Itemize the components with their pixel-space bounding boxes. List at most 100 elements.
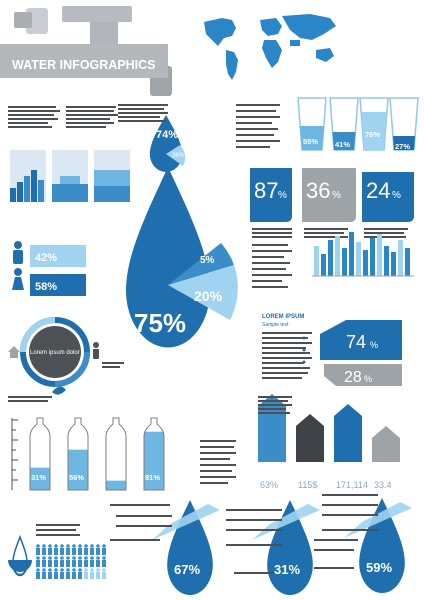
bar: [342, 248, 347, 276]
female-icon: [12, 268, 24, 290]
hex-stat-bottom: [324, 364, 402, 386]
female-stat-value: 58%: [35, 281, 57, 293]
square-grid-2: [52, 150, 88, 202]
cycle-text-lines: [8, 362, 124, 402]
bottle-4: 81%: [143, 417, 165, 491]
bottom-drop-3-value: 59%: [366, 560, 392, 575]
stat-box-3: [362, 172, 414, 222]
arrow-4: 33.4: [372, 426, 400, 490]
bottle-4-value: 81%: [145, 473, 160, 482]
stat-box-1-value: 87: [254, 178, 278, 203]
glass-2-value: 41%: [335, 140, 350, 149]
bar: [314, 246, 319, 276]
big-drop-main-value: 75%: [134, 308, 186, 338]
arrow-3-value: 171,114: [336, 480, 368, 490]
bar: [405, 248, 410, 276]
bar: [391, 252, 396, 276]
glass-3: [359, 97, 389, 151]
bar: [384, 246, 389, 276]
bottom-drop-2: 31%: [252, 500, 320, 595]
cycle-center-text: Lorem ipsum dolor: [30, 350, 80, 356]
text-block-bullets: [302, 336, 306, 364]
stat-box-1: [250, 168, 292, 222]
house-icon: [8, 346, 20, 358]
bar: [356, 242, 361, 276]
world-map-icon: [204, 14, 336, 80]
bottom-small-drop: [8, 537, 32, 575]
bottom-drop-text-lines: [110, 494, 378, 574]
text-block-heading: LOREM IPSUM: [262, 314, 304, 320]
bottle-1-value: 31%: [31, 473, 46, 482]
hex-stat-bottom-unit: %: [364, 374, 372, 384]
bottle-3: 13%: [105, 417, 127, 491]
stat-box-2: [302, 168, 356, 222]
drop-text-lines: [118, 104, 168, 122]
text-block-lines: [262, 332, 312, 379]
intro-text-lines: [8, 106, 118, 128]
bottle-2-value: 56%: [69, 473, 84, 482]
stat-box-2-unit: %: [332, 190, 341, 201]
arrow-2-value: 115$: [298, 480, 317, 490]
blue-bar-chart: [312, 232, 414, 277]
person-icon: [93, 342, 99, 359]
glass-4: [389, 97, 419, 151]
page-title: WATER INFOGRAPHICS: [12, 58, 156, 72]
arrow-4-value: 33.4: [374, 480, 392, 490]
square-grid-1: [10, 150, 46, 202]
bottom-text-lines: [36, 524, 80, 536]
bottle-ruler: [11, 418, 18, 490]
small-drop-main-value: 74%: [156, 129, 178, 141]
arrow-1: 63%: [258, 394, 286, 490]
bottle-2: 56%: [67, 417, 89, 491]
leaf-icon: [52, 386, 66, 395]
bottle-1: 31%: [29, 417, 51, 491]
people-grid: [36, 544, 106, 579]
male-icon: [13, 241, 23, 264]
hex-stat-bottom-value: 28: [344, 369, 362, 386]
bar: [335, 236, 340, 276]
text-block-subheading: Sample text: [262, 322, 289, 328]
stat-box-3-value: 24: [366, 178, 390, 203]
stat-box-2-value: 36: [306, 178, 330, 203]
bottom-drop-3: 59%: [344, 498, 412, 593]
bar-chart-text-lines: [252, 232, 292, 288]
bottom-drop-1: 67%: [152, 500, 220, 595]
bar: [398, 240, 403, 276]
hex-stat-top: [320, 320, 402, 360]
glass-2: [329, 97, 359, 151]
faucet-icon: [14, 6, 172, 96]
map-text-lines: [236, 104, 280, 148]
big-drop-slice-2: 20%: [194, 288, 223, 304]
bottom-drop-2-value: 31%: [274, 562, 300, 577]
glass-3-value: 76%: [365, 130, 380, 139]
small-drop-chart: [149, 115, 186, 172]
square-grid-3: [94, 150, 130, 202]
bottom-drop-1-value: 67%: [174, 562, 200, 577]
small-drop-sub-value: 26%: [172, 153, 185, 159]
stat-box-3-unit: %: [392, 190, 401, 201]
bar: [321, 254, 326, 276]
bar: [370, 238, 375, 276]
glass-1: [297, 97, 327, 151]
big-drop-chart: [126, 167, 238, 348]
arrow-1-value: 63%: [260, 480, 278, 490]
big-drop-slice-1: 5%: [200, 255, 215, 266]
bar: [349, 232, 354, 276]
male-stat-value: 42%: [35, 252, 57, 264]
middle-text-lines: [200, 440, 236, 484]
title-banner: [0, 44, 168, 78]
female-stat-box: [30, 274, 86, 296]
stat-box-1-unit: %: [278, 190, 287, 201]
glass-4-value: 27%: [395, 142, 410, 151]
bar: [377, 234, 382, 276]
arrow-2: 115$: [296, 414, 324, 490]
arrow-text-lines: [258, 396, 292, 414]
bar: [328, 240, 333, 276]
arrow-3: 171,114: [334, 404, 368, 490]
hex-stat-top-value: 74: [346, 332, 366, 352]
bottle-3-value: 13%: [107, 473, 122, 482]
bar: [363, 250, 368, 276]
hex-stat-top-unit: %: [370, 340, 378, 350]
glass-1-value: 55%: [303, 137, 318, 146]
